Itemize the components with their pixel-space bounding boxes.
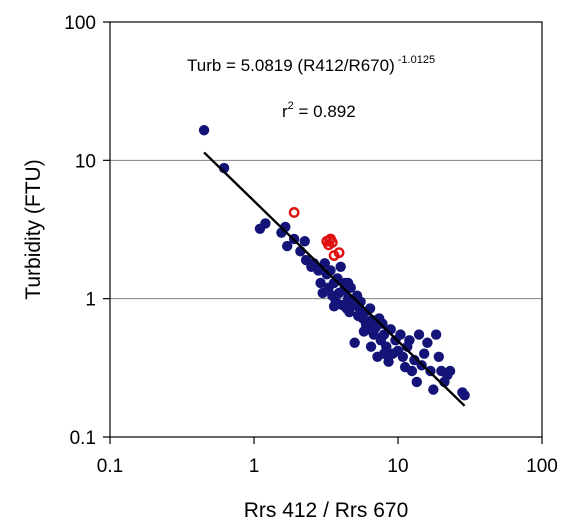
data-point bbox=[378, 348, 390, 359]
data-point-open bbox=[325, 233, 336, 245]
gridlines bbox=[110, 159, 542, 300]
data-point bbox=[413, 329, 425, 340]
y-tick-label: 10 bbox=[75, 151, 96, 172]
equation-exponent: -1.0125 bbox=[398, 54, 435, 66]
data-point bbox=[344, 306, 355, 318]
data-point bbox=[281, 240, 293, 252]
data-point bbox=[459, 390, 470, 401]
data-point-open bbox=[288, 207, 300, 218]
data-point bbox=[395, 329, 406, 340]
data-point bbox=[342, 277, 354, 289]
y-axis-title: Turbidity (FTU) bbox=[22, 159, 45, 299]
data-point bbox=[422, 337, 433, 348]
axis-ticks: 0.1 1 10 100 0.1 1 10 100 bbox=[64, 13, 558, 477]
regression-line-group bbox=[203, 151, 466, 407]
data-point-open bbox=[323, 239, 335, 251]
data-point bbox=[418, 348, 430, 359]
data-point bbox=[315, 277, 326, 289]
y-tick-label: 1 bbox=[85, 290, 96, 311]
equation-annotation: Turb = 5.0819 (R412/R670) -1.0125 bbox=[187, 54, 435, 75]
data-point bbox=[260, 218, 271, 229]
r-squared-annotation: r2 = 0.892 bbox=[282, 100, 356, 121]
r2-value: = 0.892 bbox=[294, 102, 356, 121]
data-point bbox=[428, 384, 439, 395]
data-point bbox=[406, 365, 418, 377]
r2-superscript: 2 bbox=[288, 100, 294, 112]
data-point bbox=[299, 236, 310, 247]
data-point bbox=[365, 341, 377, 352]
data-point-open bbox=[333, 247, 345, 259]
y-tick-label: 100 bbox=[64, 13, 96, 34]
data-point bbox=[444, 365, 456, 377]
x-tick-label: 0.1 bbox=[97, 456, 123, 477]
regression-line bbox=[203, 151, 466, 407]
data-point bbox=[198, 125, 210, 136]
y-tick-label: 0.1 bbox=[70, 428, 96, 449]
data-point bbox=[383, 356, 394, 367]
data-point bbox=[430, 329, 442, 340]
data-point bbox=[377, 318, 388, 329]
data-point bbox=[364, 303, 376, 314]
data-point bbox=[335, 261, 346, 272]
x-tick-label: 100 bbox=[526, 456, 558, 477]
data-point bbox=[397, 351, 409, 362]
data-point bbox=[355, 296, 366, 307]
data-point bbox=[433, 351, 444, 362]
x-tick-label: 1 bbox=[249, 456, 260, 477]
data-points bbox=[198, 125, 470, 401]
x-tick-label: 10 bbox=[387, 456, 408, 477]
data-point bbox=[328, 301, 340, 312]
equation-main: Turb = 5.0819 (R412/R670) bbox=[187, 56, 395, 75]
r2-prefix: r bbox=[282, 102, 288, 121]
data-point bbox=[409, 354, 420, 366]
data-point bbox=[411, 376, 422, 388]
x-axis-title: Rrs 412 / Rrs 670 bbox=[244, 499, 409, 522]
data-point bbox=[358, 326, 370, 337]
plot-area-frame bbox=[109, 21, 543, 438]
data-point bbox=[349, 337, 360, 348]
data-point bbox=[404, 335, 415, 346]
